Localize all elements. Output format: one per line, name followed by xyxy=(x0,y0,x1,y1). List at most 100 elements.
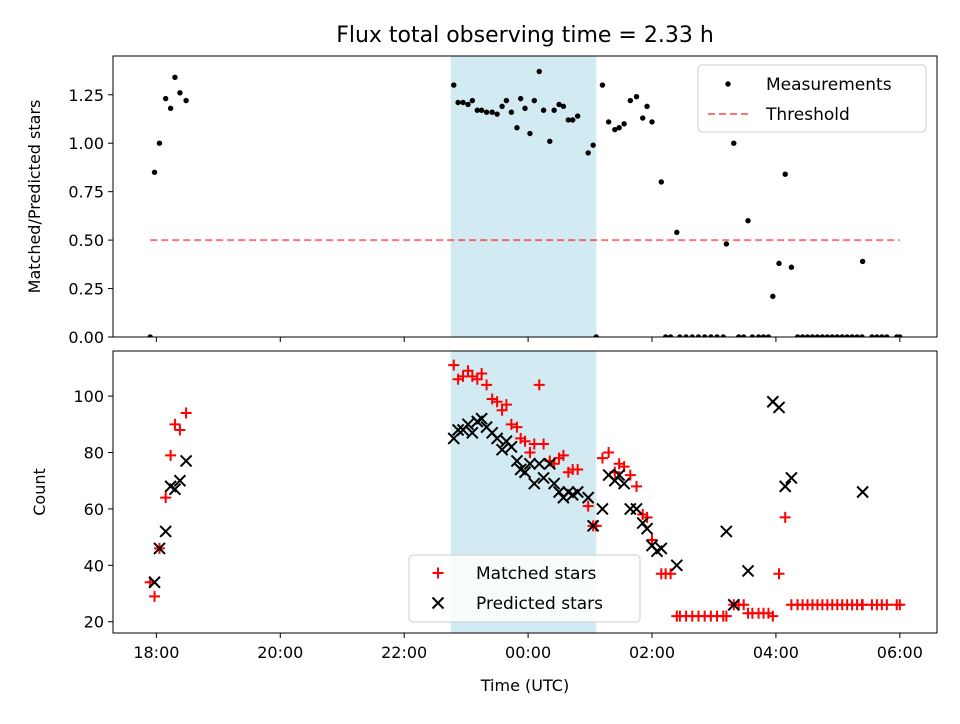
matched-star-point xyxy=(174,424,186,436)
measurement-point xyxy=(590,142,596,148)
y-tick-label: 20 xyxy=(84,613,104,632)
measurement-point xyxy=(465,101,471,108)
measurement-point xyxy=(640,115,646,121)
x-tick-label: 18:00 xyxy=(133,643,179,662)
legend-box xyxy=(408,554,641,623)
predicted-star-point xyxy=(741,564,755,578)
measurement-point xyxy=(527,130,533,137)
measurement-point xyxy=(621,121,627,127)
predicted-star-point xyxy=(537,471,550,485)
x-tick-label: 22:00 xyxy=(381,643,427,662)
y-axis-label: Matched/Predicted stars xyxy=(25,100,44,294)
measurement-point xyxy=(565,117,572,123)
y-tick-label: 0.25 xyxy=(68,280,104,299)
measurement-point xyxy=(599,82,606,88)
measurement-point xyxy=(177,90,183,96)
x-tick-label: 00:00 xyxy=(505,643,551,662)
measurement-point xyxy=(695,334,702,337)
predicted-star-point xyxy=(475,412,488,425)
measurement-point xyxy=(799,334,806,337)
measurement-point xyxy=(616,125,622,131)
measurement-point xyxy=(782,171,788,177)
measurement-point xyxy=(574,113,581,119)
measurement-point xyxy=(551,107,557,113)
measurement-point xyxy=(147,334,153,337)
measurement-point xyxy=(854,334,860,337)
measurement-point xyxy=(708,334,714,337)
predicted-star-point xyxy=(727,598,740,612)
predicted-star-point xyxy=(547,477,561,490)
predicted-star-point xyxy=(640,522,654,535)
predicted-star-point xyxy=(168,482,182,496)
predicted-star-point xyxy=(461,418,475,431)
legend-measurements-label: Measurements xyxy=(766,75,892,95)
matched-star-point xyxy=(524,447,536,459)
matched-star-point xyxy=(538,438,550,450)
plot-area xyxy=(144,359,906,622)
legend-measurements-marker xyxy=(725,81,731,87)
predicted-star-point xyxy=(720,525,733,538)
measurement-point xyxy=(585,150,591,156)
predicted-star-point xyxy=(543,457,556,471)
y-tick-label: 100 xyxy=(73,387,104,406)
predicted-star-point xyxy=(518,466,532,479)
predicted-star-point xyxy=(772,401,786,414)
measurement-point xyxy=(874,334,880,337)
predicted-star-point xyxy=(173,474,187,487)
matched-star-point xyxy=(476,368,488,380)
predicted-star-point xyxy=(528,477,541,490)
measurement-point xyxy=(770,293,776,300)
measurement-point xyxy=(151,169,158,175)
legend-matched-label: Matched stars xyxy=(476,564,596,584)
matched-star-point xyxy=(891,599,903,611)
measurement-point xyxy=(451,82,457,88)
top-panel: 0.00 0.25 0.50 0.75 1.00 1.25 Matched/Predicte… xyxy=(25,55,938,347)
measurement-point xyxy=(677,334,683,337)
measurement-point xyxy=(689,334,695,337)
measurement-point xyxy=(508,109,515,115)
y-tick-label: 60 xyxy=(84,500,104,519)
predicted-star-point xyxy=(655,542,668,555)
plot-area xyxy=(147,68,903,337)
matched-star-point xyxy=(448,359,460,371)
matched-star-point xyxy=(762,607,774,619)
measurement-point xyxy=(540,107,547,113)
predicted-star-point xyxy=(510,454,524,468)
measurement-point xyxy=(794,334,801,337)
y-tick-label: 0.75 xyxy=(68,183,104,202)
predicted-star-point xyxy=(495,443,509,456)
matched-star-point xyxy=(773,568,785,580)
measurement-point xyxy=(478,107,485,113)
measurement-point xyxy=(839,334,845,337)
measurement-point xyxy=(765,334,772,337)
measurement-point xyxy=(547,138,553,144)
measurement-point xyxy=(894,334,900,337)
predicted-star-point xyxy=(490,432,504,445)
predicted-star-point xyxy=(581,491,595,504)
measurement-point xyxy=(741,334,747,337)
measurement-point xyxy=(859,258,866,265)
predicted-star-point xyxy=(466,426,479,439)
series-predicted-stars xyxy=(148,395,869,612)
measurement-point xyxy=(814,334,821,337)
measurement-point xyxy=(804,334,811,337)
measurement-point xyxy=(809,334,816,337)
predicted-star-point xyxy=(596,502,609,516)
matched-star-point xyxy=(149,590,161,602)
predicted-star-point xyxy=(523,457,537,471)
measurement-point xyxy=(884,334,890,337)
predicted-star-point xyxy=(670,559,683,572)
matched-star-point xyxy=(491,396,503,408)
matched-star-point xyxy=(646,534,658,546)
measurement-point xyxy=(605,119,612,125)
matched-star-point xyxy=(496,404,508,416)
predicted-star-point xyxy=(148,576,161,589)
matched-star-point xyxy=(169,418,181,430)
predicted-star-point xyxy=(505,440,518,454)
matched-star-point xyxy=(160,492,172,504)
chart-title: Flux total observing time = 2.33 h xyxy=(336,23,714,48)
y-tick-label: 40 xyxy=(84,556,104,575)
measurement-point xyxy=(674,229,680,236)
measurement-point xyxy=(156,140,163,146)
measurement-point xyxy=(683,334,689,337)
